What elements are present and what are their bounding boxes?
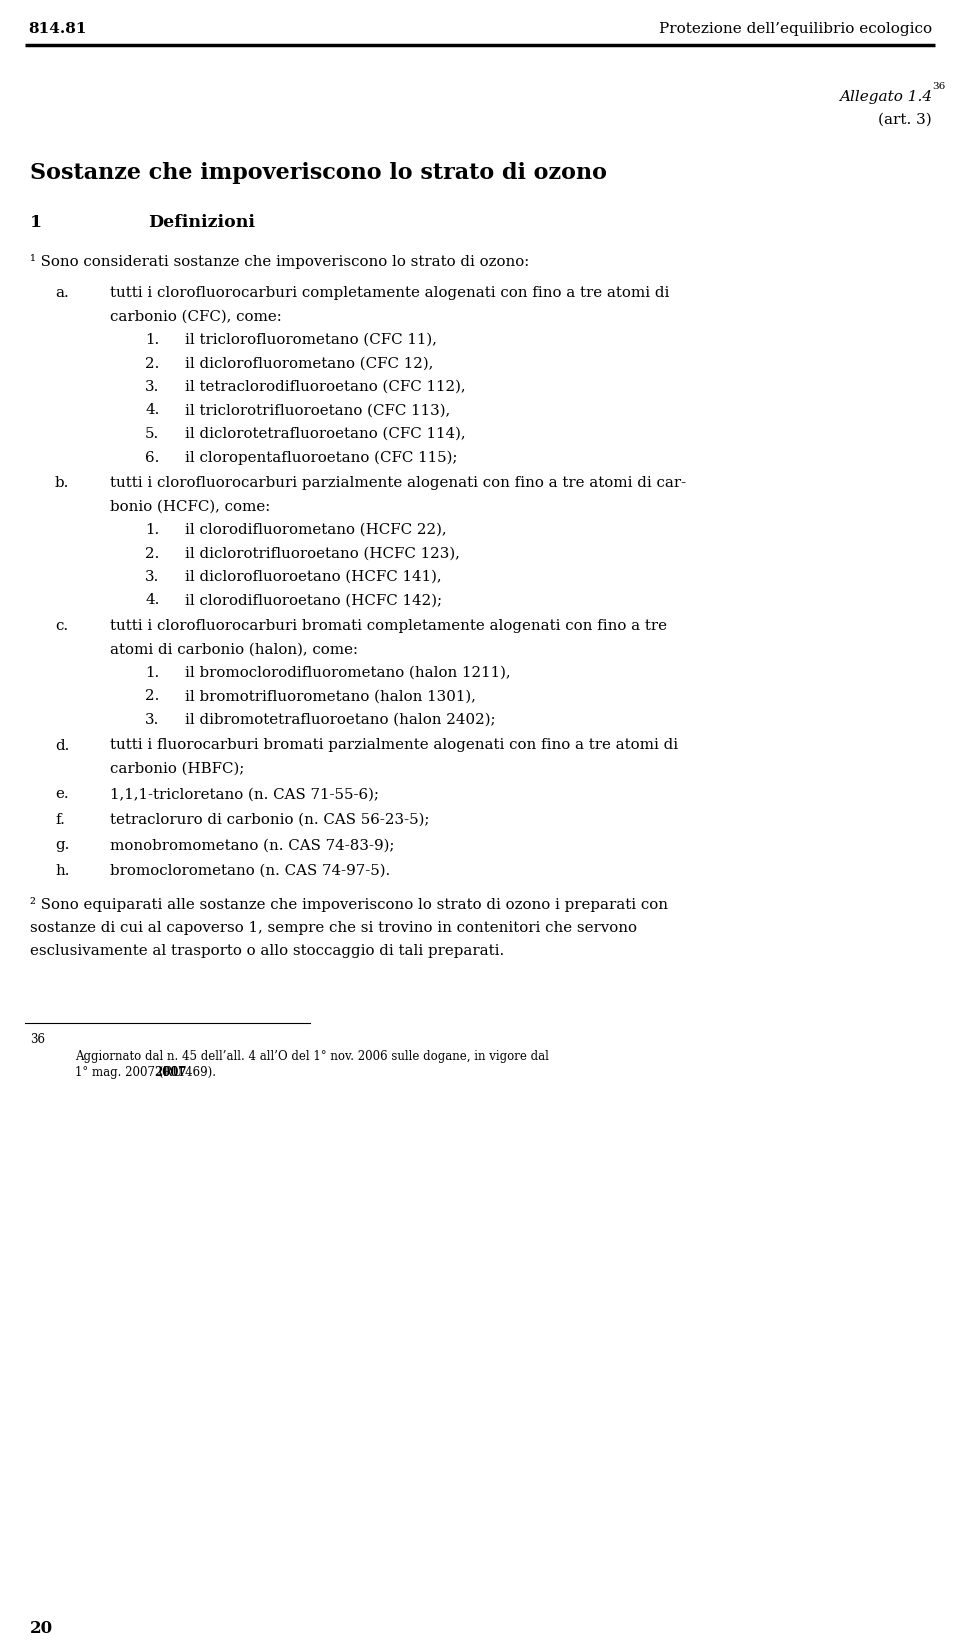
Text: monobromometano (n. CAS 74-83-9);: monobromometano (n. CAS 74-83-9); — [110, 839, 395, 853]
Text: 6.: 6. — [145, 451, 159, 464]
Text: Protezione dell’equilibrio ecologico: Protezione dell’equilibrio ecologico — [659, 21, 932, 36]
Text: Definizioni: Definizioni — [148, 213, 255, 231]
Text: il bromoclorodifluorometano (halon 1211),: il bromoclorodifluorometano (halon 1211)… — [185, 666, 511, 679]
Text: 36: 36 — [932, 82, 946, 90]
Text: c.: c. — [55, 619, 68, 633]
Text: 20: 20 — [30, 1620, 53, 1638]
Text: bromoclorometano (n. CAS 74-97-5).: bromoclorometano (n. CAS 74-97-5). — [110, 865, 391, 878]
Text: 2.: 2. — [145, 689, 159, 704]
Text: 1469).: 1469). — [174, 1067, 216, 1080]
Text: tutti i clorofluorocarburi parzialmente alogenati con fino a tre atomi di car-: tutti i clorofluorocarburi parzialmente … — [110, 476, 686, 491]
Text: 4.: 4. — [145, 404, 159, 417]
Text: ² Sono equiparati alle sostanze che impoveriscono lo strato di ozono i preparati: ² Sono equiparati alle sostanze che impo… — [30, 898, 668, 912]
Text: il diclorotetrafluoroetano (CFC 114),: il diclorotetrafluoroetano (CFC 114), — [185, 427, 466, 441]
Text: 4.: 4. — [145, 594, 159, 607]
Text: ¹ Sono considerati sostanze che impoveriscono lo strato di ozono:: ¹ Sono considerati sostanze che impoveri… — [30, 254, 529, 269]
Text: 36: 36 — [30, 1032, 45, 1045]
Text: 1,1,1-tricloretano (n. CAS 71-55-6);: 1,1,1-tricloretano (n. CAS 71-55-6); — [110, 788, 379, 801]
Text: 2.: 2. — [145, 356, 159, 371]
Text: d.: d. — [55, 738, 69, 753]
Text: il diclorofluorometano (CFC 12),: il diclorofluorometano (CFC 12), — [185, 356, 433, 371]
Text: e.: e. — [55, 788, 68, 801]
Text: Aggiornato dal n. 45 dell’all. 4 all’O del 1° nov. 2006 sulle dogane, in vigore : Aggiornato dal n. 45 dell’all. 4 all’O d… — [75, 1050, 549, 1063]
Text: tetracloruro di carbonio (n. CAS 56-23-5);: tetracloruro di carbonio (n. CAS 56-23-5… — [110, 812, 429, 827]
Text: Allegato 1.4: Allegato 1.4 — [839, 90, 932, 103]
Text: il triclorotrifluoroetano (CFC 113),: il triclorotrifluoroetano (CFC 113), — [185, 404, 450, 417]
Text: il diclorotrifluoroetano (HCFC 123),: il diclorotrifluoroetano (HCFC 123), — [185, 546, 460, 561]
Text: il diclorofluoroetano (HCFC 141),: il diclorofluoroetano (HCFC 141), — [185, 569, 442, 584]
Text: h.: h. — [55, 865, 69, 878]
Text: a.: a. — [55, 286, 69, 300]
Text: il bromotrifluorometano (halon 1301),: il bromotrifluorometano (halon 1301), — [185, 689, 476, 704]
Text: 1.: 1. — [145, 333, 159, 346]
Text: esclusivamente al trasporto o allo stoccaggio di tali preparati.: esclusivamente al trasporto o allo stocc… — [30, 945, 504, 958]
Text: 2.: 2. — [145, 546, 159, 561]
Text: carbonio (HBFC);: carbonio (HBFC); — [110, 761, 245, 776]
Text: 3.: 3. — [145, 381, 159, 394]
Text: g.: g. — [55, 839, 69, 853]
Text: (art. 3): (art. 3) — [878, 113, 932, 126]
Text: 1.: 1. — [145, 666, 159, 679]
Text: tutti i fluorocarburi bromati parzialmente alogenati con fino a tre atomi di: tutti i fluorocarburi bromati parzialmen… — [110, 738, 678, 753]
Text: sostanze di cui al capoverso 1, sempre che si trovino in contenitori che servono: sostanze di cui al capoverso 1, sempre c… — [30, 921, 637, 935]
Text: 1.: 1. — [145, 523, 159, 537]
Text: 3.: 3. — [145, 712, 159, 727]
Text: il dibromotetrafluoroetano (halon 2402);: il dibromotetrafluoroetano (halon 2402); — [185, 712, 495, 727]
Text: tutti i clorofluorocarburi bromati completamente alogenati con fino a tre: tutti i clorofluorocarburi bromati compl… — [110, 619, 667, 633]
Text: bonio (HCFC), come:: bonio (HCFC), come: — [110, 499, 271, 514]
Text: Sostanze che impoveriscono lo strato di ozono: Sostanze che impoveriscono lo strato di … — [30, 162, 607, 184]
Text: il triclorofluorometano (CFC 11),: il triclorofluorometano (CFC 11), — [185, 333, 437, 346]
Text: 5.: 5. — [145, 427, 159, 441]
Text: f.: f. — [55, 812, 65, 827]
Text: 3.: 3. — [145, 569, 159, 584]
Text: 2007: 2007 — [154, 1067, 186, 1080]
Text: carbonio (CFC), come:: carbonio (CFC), come: — [110, 310, 281, 323]
Text: 1° mag. 2007 (RU: 1° mag. 2007 (RU — [75, 1067, 186, 1080]
Text: atomi di carbonio (halon), come:: atomi di carbonio (halon), come: — [110, 643, 358, 656]
Text: il cloropentafluoroetano (CFC 115);: il cloropentafluoroetano (CFC 115); — [185, 451, 458, 464]
Text: il tetraclorodifluoroetano (CFC 112),: il tetraclorodifluoroetano (CFC 112), — [185, 381, 466, 394]
Text: b.: b. — [55, 476, 69, 491]
Text: il clorodifluorometano (HCFC 22),: il clorodifluorometano (HCFC 22), — [185, 523, 446, 537]
Text: il clorodifluoroetano (HCFC 142);: il clorodifluoroetano (HCFC 142); — [185, 594, 443, 607]
Text: tutti i clorofluorocarburi completamente alogenati con fino a tre atomi di: tutti i clorofluorocarburi completamente… — [110, 286, 669, 300]
Text: 814.81: 814.81 — [28, 21, 86, 36]
Text: 1: 1 — [30, 213, 42, 231]
